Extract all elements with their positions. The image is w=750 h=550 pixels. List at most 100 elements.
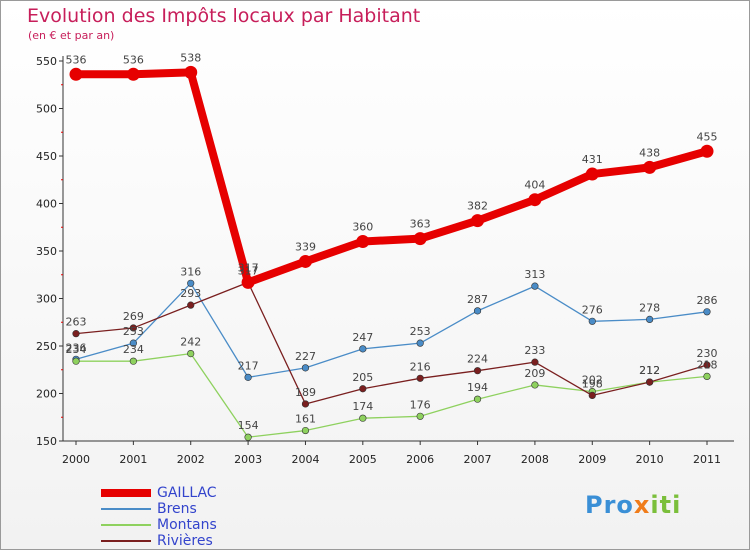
x-tick-label: 2001 (119, 453, 147, 466)
data-label: 339 (295, 240, 316, 253)
data-label: 212 (639, 364, 660, 377)
legend-swatch (101, 508, 151, 510)
data-label: 253 (123, 325, 144, 338)
data-point (126, 67, 140, 81)
data-point (187, 301, 195, 309)
data-point (416, 412, 424, 420)
chart-title: Evolution des Impôts locaux par Habitant (27, 5, 421, 27)
data-label: 176 (410, 398, 431, 411)
x-tick-label: 2008 (521, 453, 549, 466)
data-label: 236 (66, 341, 87, 354)
data-point (356, 235, 370, 248)
data-label: 455 (697, 130, 718, 143)
data-point (643, 160, 657, 174)
data-point (244, 373, 252, 381)
data-point (129, 324, 137, 332)
legend-swatch (101, 540, 151, 542)
chart-subtitle: (en € et par an) (28, 29, 115, 42)
series-line-rivières (75, 281, 708, 405)
data-point (416, 374, 424, 382)
data-point (473, 395, 482, 403)
data-label: 360 (352, 221, 373, 234)
data-label: 276 (582, 303, 603, 316)
data-label: 154 (238, 419, 259, 432)
data-point (301, 400, 310, 408)
x-tick-label: 2007 (464, 453, 492, 466)
legend-swatch (101, 524, 151, 526)
y-tick-label: 550 (36, 55, 57, 68)
x-tick-label: 2009 (578, 453, 606, 466)
proxiti-logo: Proxiti (585, 491, 681, 519)
data-label: 189 (295, 386, 316, 399)
x-tick-label: 2005 (349, 453, 377, 466)
data-point (585, 167, 599, 181)
data-label: 216 (410, 360, 431, 373)
data-label: 194 (467, 381, 488, 394)
y-tick-label: 250 (36, 340, 57, 353)
y-tick-label: 300 (36, 293, 57, 306)
y-tick-label: 200 (36, 388, 57, 401)
data-label: 198 (582, 377, 603, 390)
data-point (646, 378, 654, 386)
data-label: 209 (524, 367, 545, 380)
legend-label: Rivières (157, 533, 213, 549)
logo-part: Pro (585, 491, 634, 519)
data-point (416, 339, 424, 347)
y-tick-label: 450 (36, 150, 57, 163)
data-point (301, 364, 310, 372)
data-label: 234 (123, 343, 144, 356)
data-point (700, 144, 714, 158)
data-label: 263 (66, 316, 87, 329)
data-point (703, 308, 711, 316)
data-label: 227 (295, 350, 316, 363)
data-point (531, 381, 539, 389)
data-label: 230 (697, 347, 718, 360)
data-label: 438 (639, 146, 660, 159)
data-label: 536 (66, 53, 87, 66)
data-point (588, 391, 596, 400)
data-point (241, 275, 255, 289)
data-label: 363 (410, 218, 431, 231)
data-label: 234 (66, 343, 87, 356)
data-label: 404 (524, 179, 545, 192)
data-point (187, 350, 195, 358)
data-label: 286 (697, 294, 718, 307)
data-point (703, 361, 711, 369)
data-point (72, 330, 80, 338)
data-point (129, 357, 137, 365)
data-label: 536 (123, 53, 144, 66)
data-point (184, 65, 198, 79)
series-line-gaillac (72, 68, 711, 287)
data-label: 218 (697, 358, 718, 371)
y-tick-label: 500 (36, 103, 57, 116)
data-label: 316 (180, 265, 201, 278)
data-label: 217 (238, 359, 259, 372)
data-label: 278 (639, 301, 660, 314)
data-point (129, 339, 137, 347)
data-point (244, 433, 252, 441)
data-label: 317 (238, 261, 259, 274)
data-point (473, 307, 482, 315)
legend-swatch (101, 489, 151, 497)
data-label: 431 (582, 153, 603, 166)
legend-label: Montans (157, 517, 217, 533)
data-label: 253 (410, 325, 431, 338)
data-label: 233 (524, 344, 545, 357)
data-point (473, 367, 482, 375)
data-point (413, 232, 427, 246)
y-tick-label: 350 (36, 245, 57, 258)
series-line-brens (75, 282, 708, 379)
x-tick-label: 2002 (177, 453, 205, 466)
logo-part: iti (650, 491, 682, 519)
data-label: 224 (467, 353, 488, 366)
legend-label: Brens (157, 501, 197, 517)
data-point (646, 315, 654, 324)
data-point (359, 414, 367, 422)
data-label: 313 (524, 268, 545, 281)
data-point (301, 426, 310, 435)
data-point (69, 67, 83, 81)
x-tick-label: 2011 (693, 453, 721, 466)
data-label: 287 (467, 293, 488, 306)
data-point (531, 282, 539, 290)
